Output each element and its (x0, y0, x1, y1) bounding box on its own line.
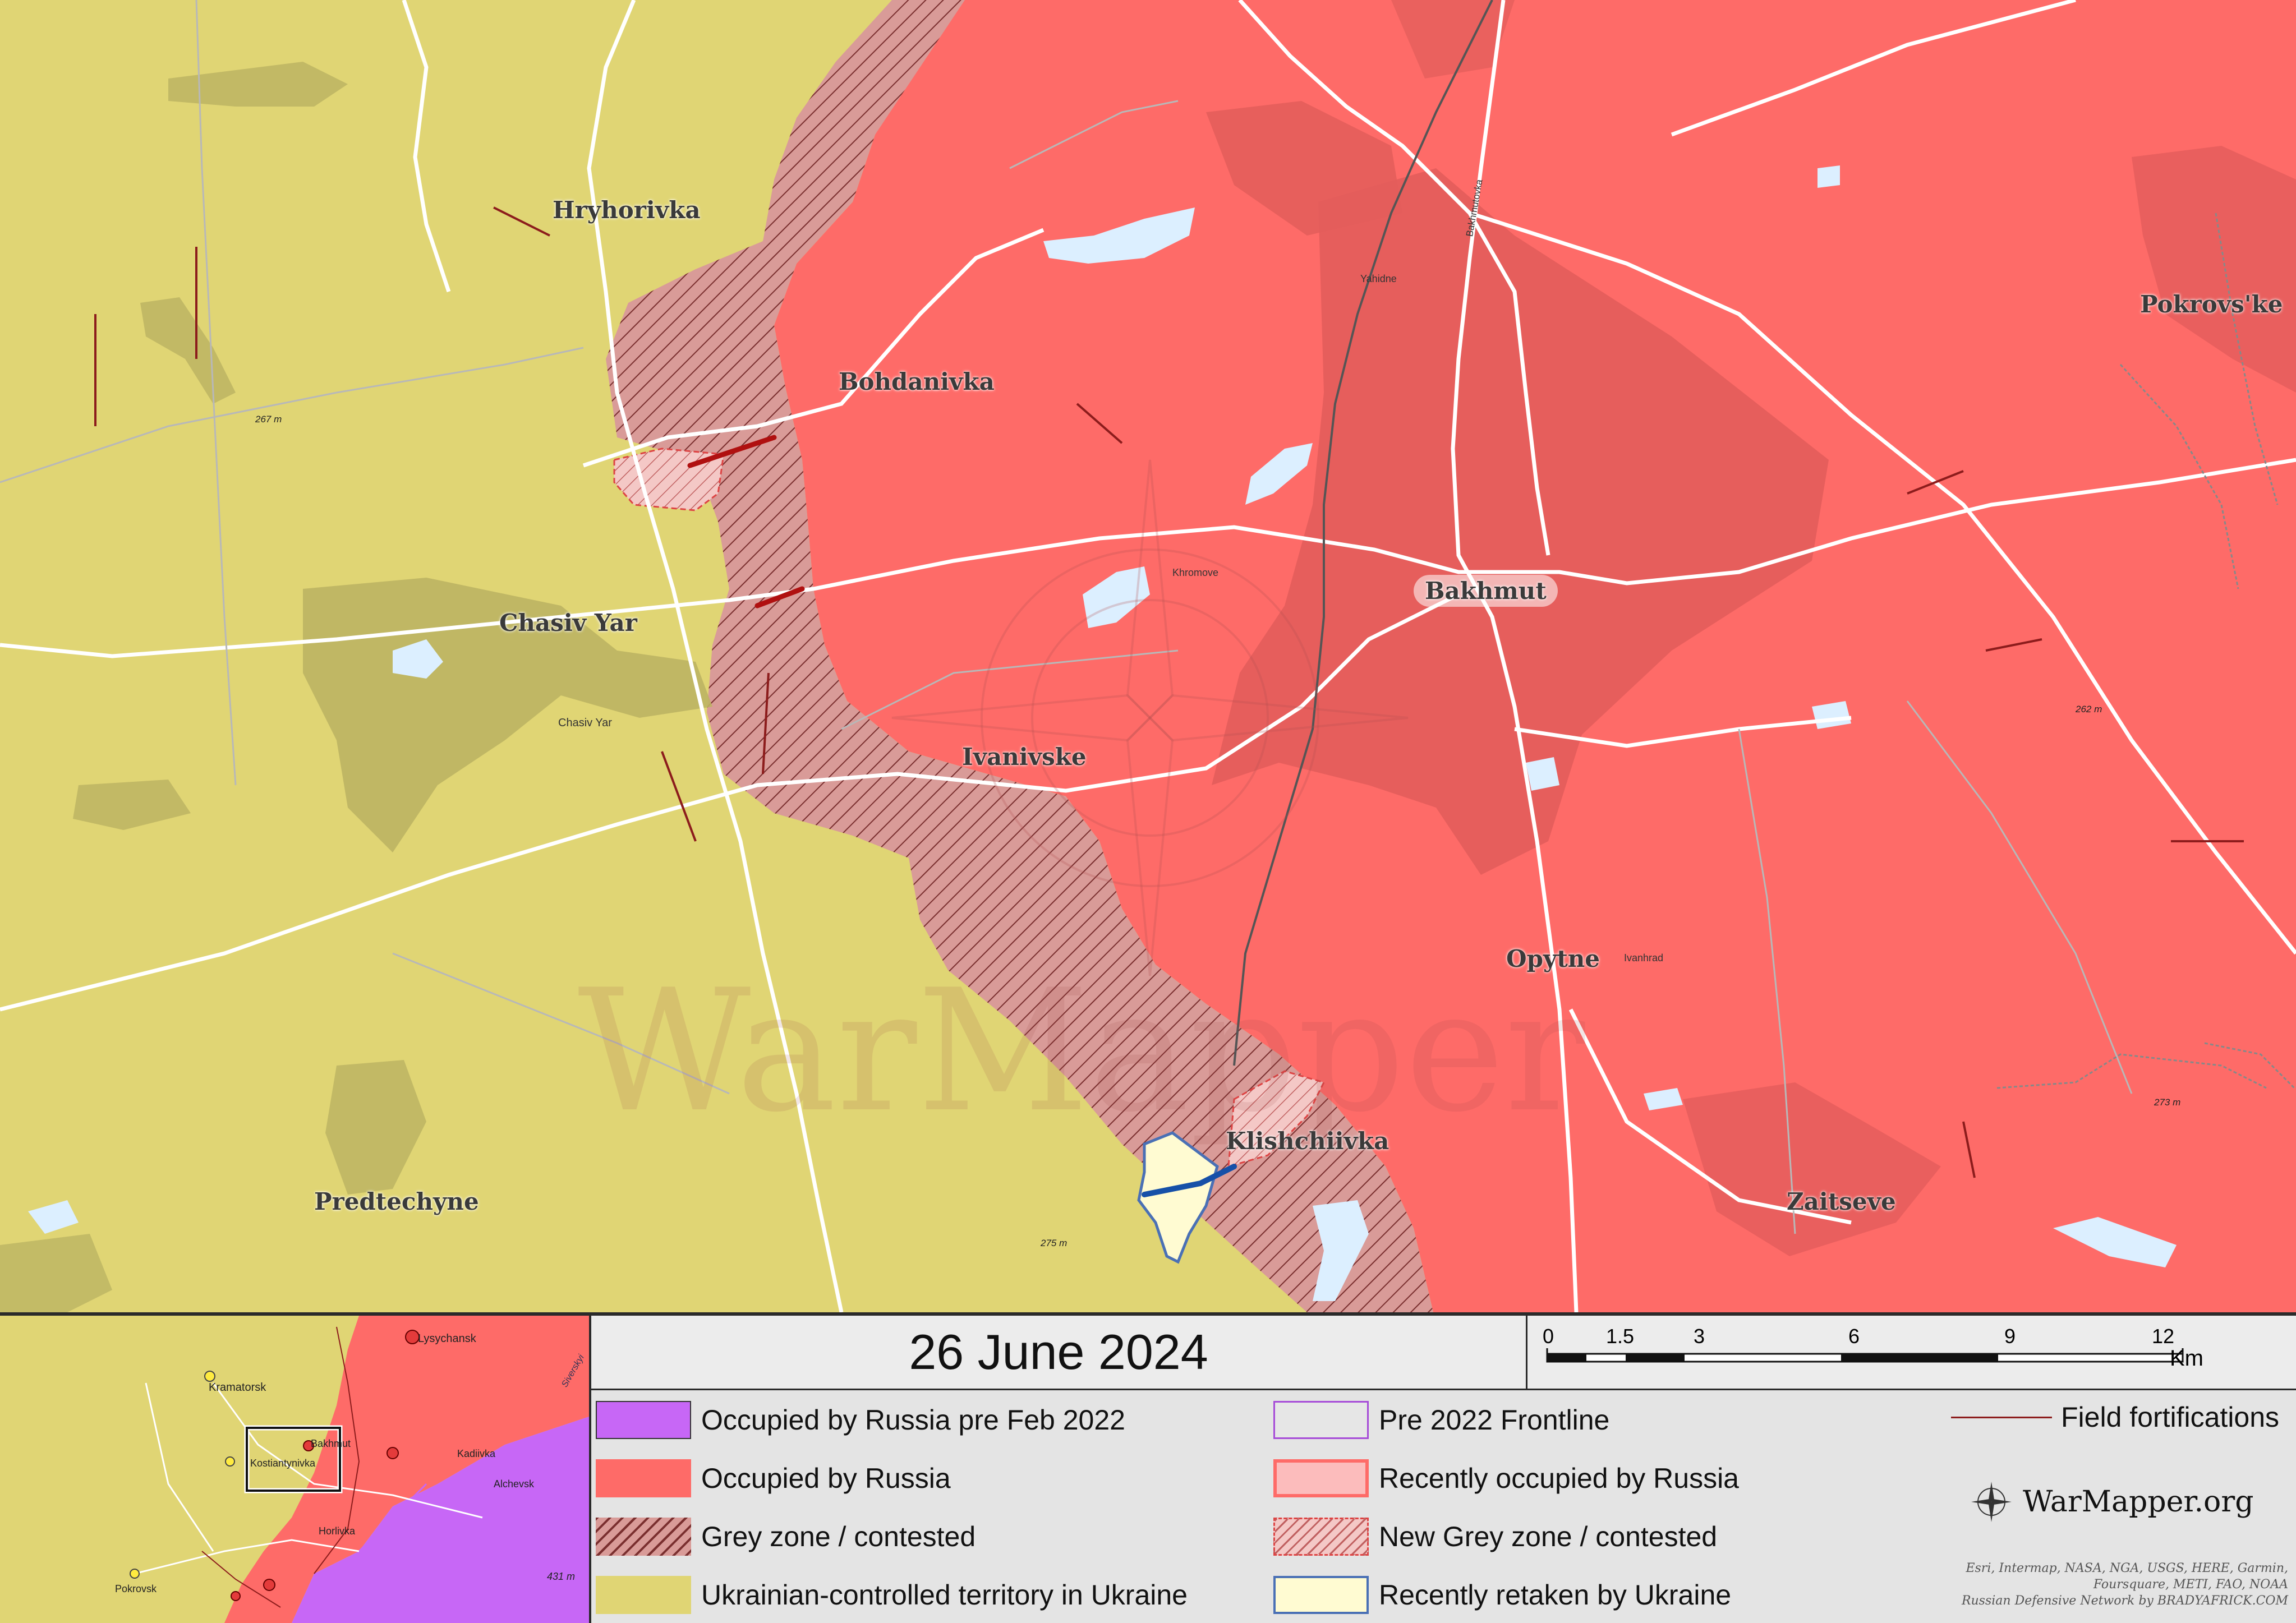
elevation-label: 273 m (2154, 1097, 2181, 1108)
legend-label: Field fortifications (2061, 1401, 2280, 1433)
scale-bar-graphic (1546, 1348, 2184, 1363)
ukraine-urban-zone (168, 62, 348, 107)
legend-swatch-line (1951, 1416, 2052, 1418)
minor-roads (0, 0, 2133, 1234)
watermark-text: WarMapper (578, 953, 1585, 1149)
legend-swatch (596, 1401, 691, 1439)
scale-tick-label: 12 (2152, 1325, 2175, 1348)
inset-elevation: 431 m (547, 1571, 576, 1582)
inset-label-kadiivka: Kadiivka (457, 1448, 496, 1459)
russia-urban-zone (1206, 101, 1402, 236)
russia-urban-zone (1683, 1082, 1941, 1256)
field-fortifications (94, 206, 2244, 1178)
roads (0, 0, 2296, 1312)
overview-map-canvas (0, 1316, 589, 1623)
place-label-khromove: Khromove (1172, 567, 1219, 578)
place-label-ivanhrad: Ivanhrad (1624, 952, 1664, 963)
legend-label: Occupied by Russia (701, 1463, 951, 1494)
legend-swatch (596, 1576, 691, 1614)
legend-label: Grey zone / contested (701, 1521, 976, 1552)
inset-label-lysychansk: Lysychansk (418, 1332, 476, 1345)
russian-advance-arrows (687, 435, 805, 608)
ukraine-urban-zone (325, 1060, 426, 1195)
russia-urban-zone (1391, 0, 1515, 79)
ukraine-urban-zone (73, 780, 191, 830)
inset-label-bakhmut: Bakhmut (311, 1438, 351, 1449)
map-area[interactable]: WarMapper Hryhorivka Bohdanivka Chasiv Y… (0, 0, 2296, 1312)
inset-label-kramatorsk: Kramatorsk (209, 1381, 266, 1394)
legend-item-recent-russia: Recently occupied by Russia (1273, 1459, 1739, 1497)
elevation-label: 275 m (1041, 1238, 1068, 1248)
legend-label: New Grey zone / contested (1379, 1521, 1718, 1552)
legend-item-fortifications: Field fortifications (1951, 1401, 2279, 1433)
credit-line: Russian Defensive Network by BRADYAFRICK… (1961, 1594, 2288, 1608)
legend-item-retaken: Recently retaken by Ukraine (1273, 1576, 1731, 1614)
legend-swatch (1273, 1459, 1369, 1497)
place-label-zaitseve: Zaitseve (1787, 1188, 1896, 1215)
legend-swatch (1273, 1401, 1369, 1439)
legend-item-pre2022-frontline: Pre 2022 Frontline (1273, 1401, 1609, 1439)
map-date: 26 June 2024 (591, 1316, 1527, 1390)
place-label-bakhmut: Bakhmut (1414, 575, 1558, 607)
legend-item-new-grey: New Grey zone / contested (1273, 1518, 1717, 1556)
place-label-bohdanivka: Bohdanivka (839, 368, 995, 395)
brand-name: WarMapper.org (2023, 1485, 2254, 1519)
retaken-area (1137, 1131, 1219, 1264)
scale-bar: 0 1.5 3 6 9 12 Km (1527, 1316, 2296, 1390)
russia-urban-zone (2132, 146, 2296, 393)
legend-swatch (1273, 1576, 1369, 1614)
water-bodies (28, 165, 2177, 1301)
credit-line: Esri, Intermap, NASA, NGA, USGS, HERE, G… (1966, 1561, 2288, 1575)
overview-map[interactable]: Lysychansk Kramatorsk Bakhmut Kostiantyn… (0, 1316, 591, 1623)
place-label-ivanivske: Ivanivske (962, 743, 1087, 771)
compass-logo-icon (1971, 1482, 2012, 1522)
scale-tick-label: 9 (2004, 1325, 2016, 1348)
legend-label: Occupied by Russia pre Feb 2022 (701, 1404, 1125, 1436)
compass-watermark (891, 459, 1409, 976)
scale-tick-label: 0 (1543, 1325, 1554, 1348)
place-label-pokrovske: Pokrovs'ke (2140, 291, 2283, 318)
place-label-yahidne: Yahidne (1360, 273, 1397, 284)
legend-swatch (1273, 1518, 1369, 1556)
scale-tick-label: 3 (1694, 1325, 1705, 1348)
legend-swatch (596, 1518, 691, 1556)
scale-tick-label: 1.5 (1606, 1325, 1635, 1348)
inset-label-alchevsk: Alchevsk (494, 1478, 535, 1490)
inset-label-kostiantynivka: Kostiantynivka (250, 1458, 316, 1469)
railway (1233, 0, 1493, 1066)
place-label-klishchiivka: Klishchiivka (1226, 1127, 1389, 1155)
inset-label-pokrovsk: Pokrovsk (115, 1583, 157, 1594)
map-canvas (0, 0, 2296, 1312)
elevation-label: 262 m (2076, 704, 2102, 714)
ukraine-urban-zone (0, 1234, 112, 1312)
place-label-chasiv-yar: Chasiv Yar (499, 609, 637, 637)
scale-tick-label: 6 (1848, 1325, 1860, 1348)
legend-label: Recently retaken by Ukraine (1379, 1579, 1732, 1611)
legend-item-ukraine: Ukrainian-controlled territory in Ukrain… (596, 1576, 1188, 1614)
place-label-hryhorivka: Hryhorivka (553, 196, 701, 224)
legend-label: Pre 2022 Frontline (1379, 1404, 1610, 1436)
scale-unit-label: Km (2170, 1346, 2203, 1371)
russia-urban-zone (1212, 168, 1829, 875)
credits: Esri, Intermap, NASA, NGA, USGS, HERE, G… (1962, 1560, 2288, 1609)
russian-defensive-network (1996, 213, 2295, 1089)
grey-zone (606, 0, 1433, 1312)
place-label-predtechyne: Predtechyne (314, 1188, 479, 1215)
legend-item-russia: Occupied by Russia (596, 1459, 951, 1497)
place-label-opytne: Opytne (1506, 945, 1600, 972)
legend-item-grey-zone: Grey zone / contested (596, 1518, 976, 1556)
legend-item-russia-pre2022: Occupied by Russia pre Feb 2022 (596, 1401, 1125, 1439)
legend-panel: Lysychansk Kramatorsk Bakhmut Kostiantyn… (0, 1312, 2296, 1623)
ukrainian-advance-arrow (1142, 1164, 1237, 1197)
inset-label-horlivka: Horlivka (319, 1525, 356, 1537)
legend-label: Ukrainian-controlled territory in Ukrain… (701, 1579, 1188, 1611)
credit-line: Foursquare, METI, FAO, NOAA (2093, 1578, 2288, 1592)
place-label-chasiv-yar-small: Chasiv Yar (558, 717, 612, 729)
legend-label: Recently occupied by Russia (1379, 1463, 1739, 1494)
brand-block[interactable]: WarMapper.org (1969, 1479, 2254, 1524)
legend-swatch (596, 1459, 691, 1497)
elevation-label: 267 m (255, 414, 282, 425)
new-grey-zone (1227, 1070, 1326, 1168)
